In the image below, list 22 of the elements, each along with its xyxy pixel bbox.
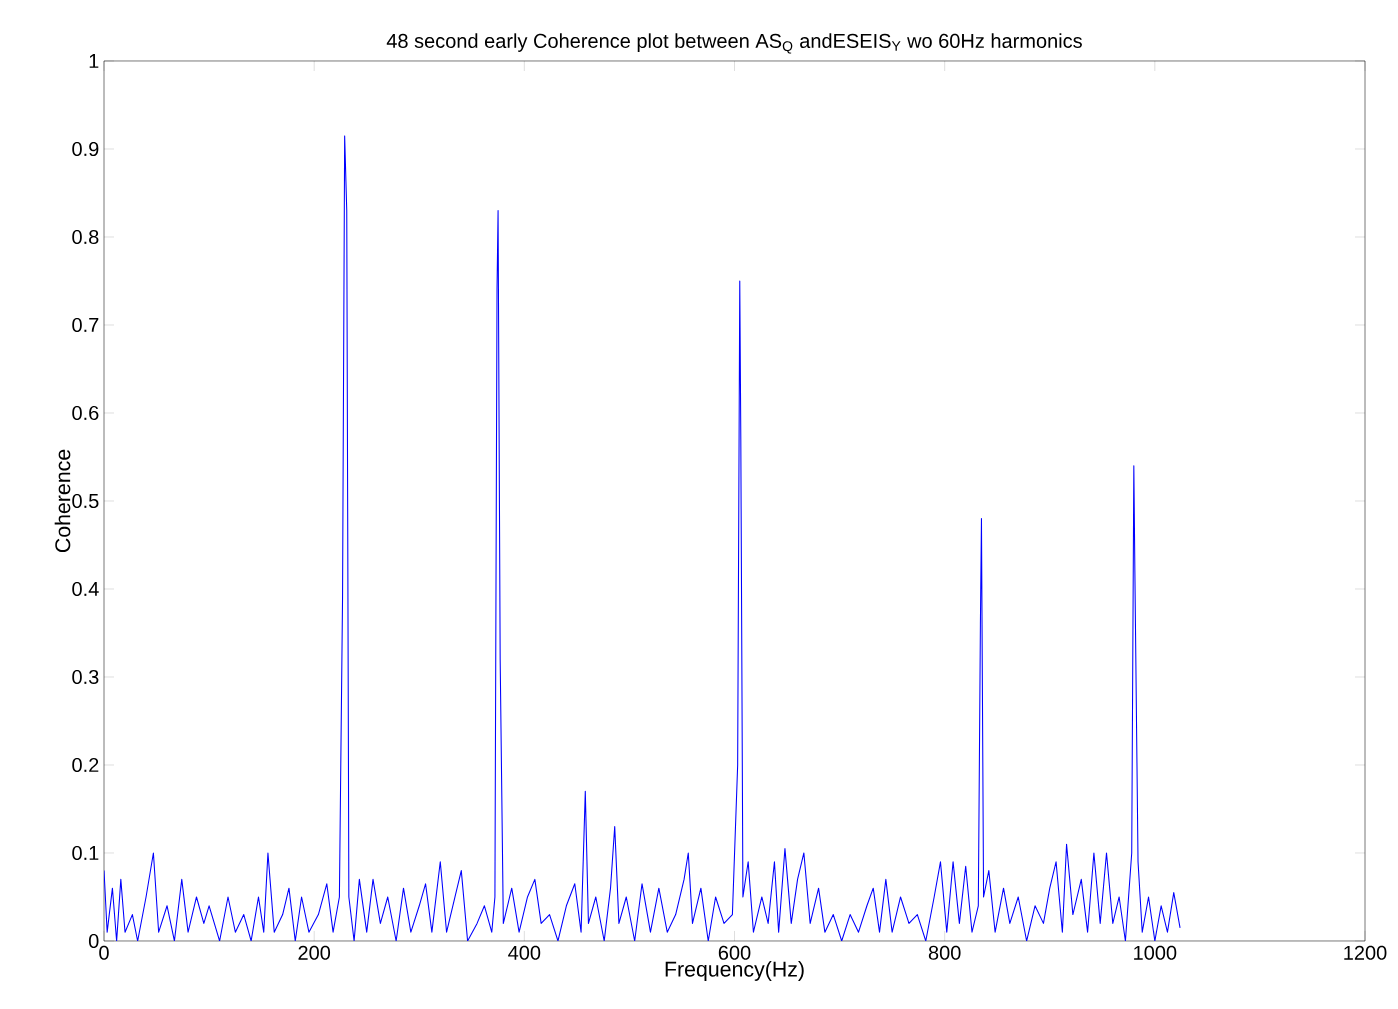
- y-tick-label: 0.9: [72, 141, 99, 157]
- x-tick-label: 400: [508, 945, 541, 960]
- y-tick-label: 0.7: [72, 317, 99, 333]
- y-tick-label: 0.4: [72, 581, 99, 597]
- x-tick-label: 600: [718, 945, 751, 960]
- y-tick-label: 0.1: [72, 845, 99, 861]
- y-tick-label: 0.3: [72, 669, 99, 685]
- x-tick-label: 200: [298, 945, 331, 960]
- y-tick-label: 0.5: [72, 493, 99, 509]
- y-tick-label: 1: [89, 54, 99, 68]
- y-tick-label: 0.2: [72, 757, 99, 773]
- y-axis-title: Coherence: [54, 449, 71, 553]
- x-axis-title: Frequency(Hz): [665, 961, 804, 981]
- x-tick-label: 800: [928, 945, 961, 960]
- y-tick-label: 0.8: [72, 229, 99, 245]
- x-tick-label: 1000: [1134, 945, 1177, 960]
- x-tick-label: 1200: [1344, 945, 1387, 960]
- line-series: [104, 135, 1181, 941]
- chart-title: 48 second early Coherence plot between AS$_{Q}$ andESEIS$_{Y}$ wo 60Hz harmonics: [386, 33, 1082, 54]
- y-tick-label: 0.6: [72, 405, 99, 421]
- y-tick-label: 0: [88, 933, 99, 949]
- x-tick-label: 0: [99, 945, 109, 960]
